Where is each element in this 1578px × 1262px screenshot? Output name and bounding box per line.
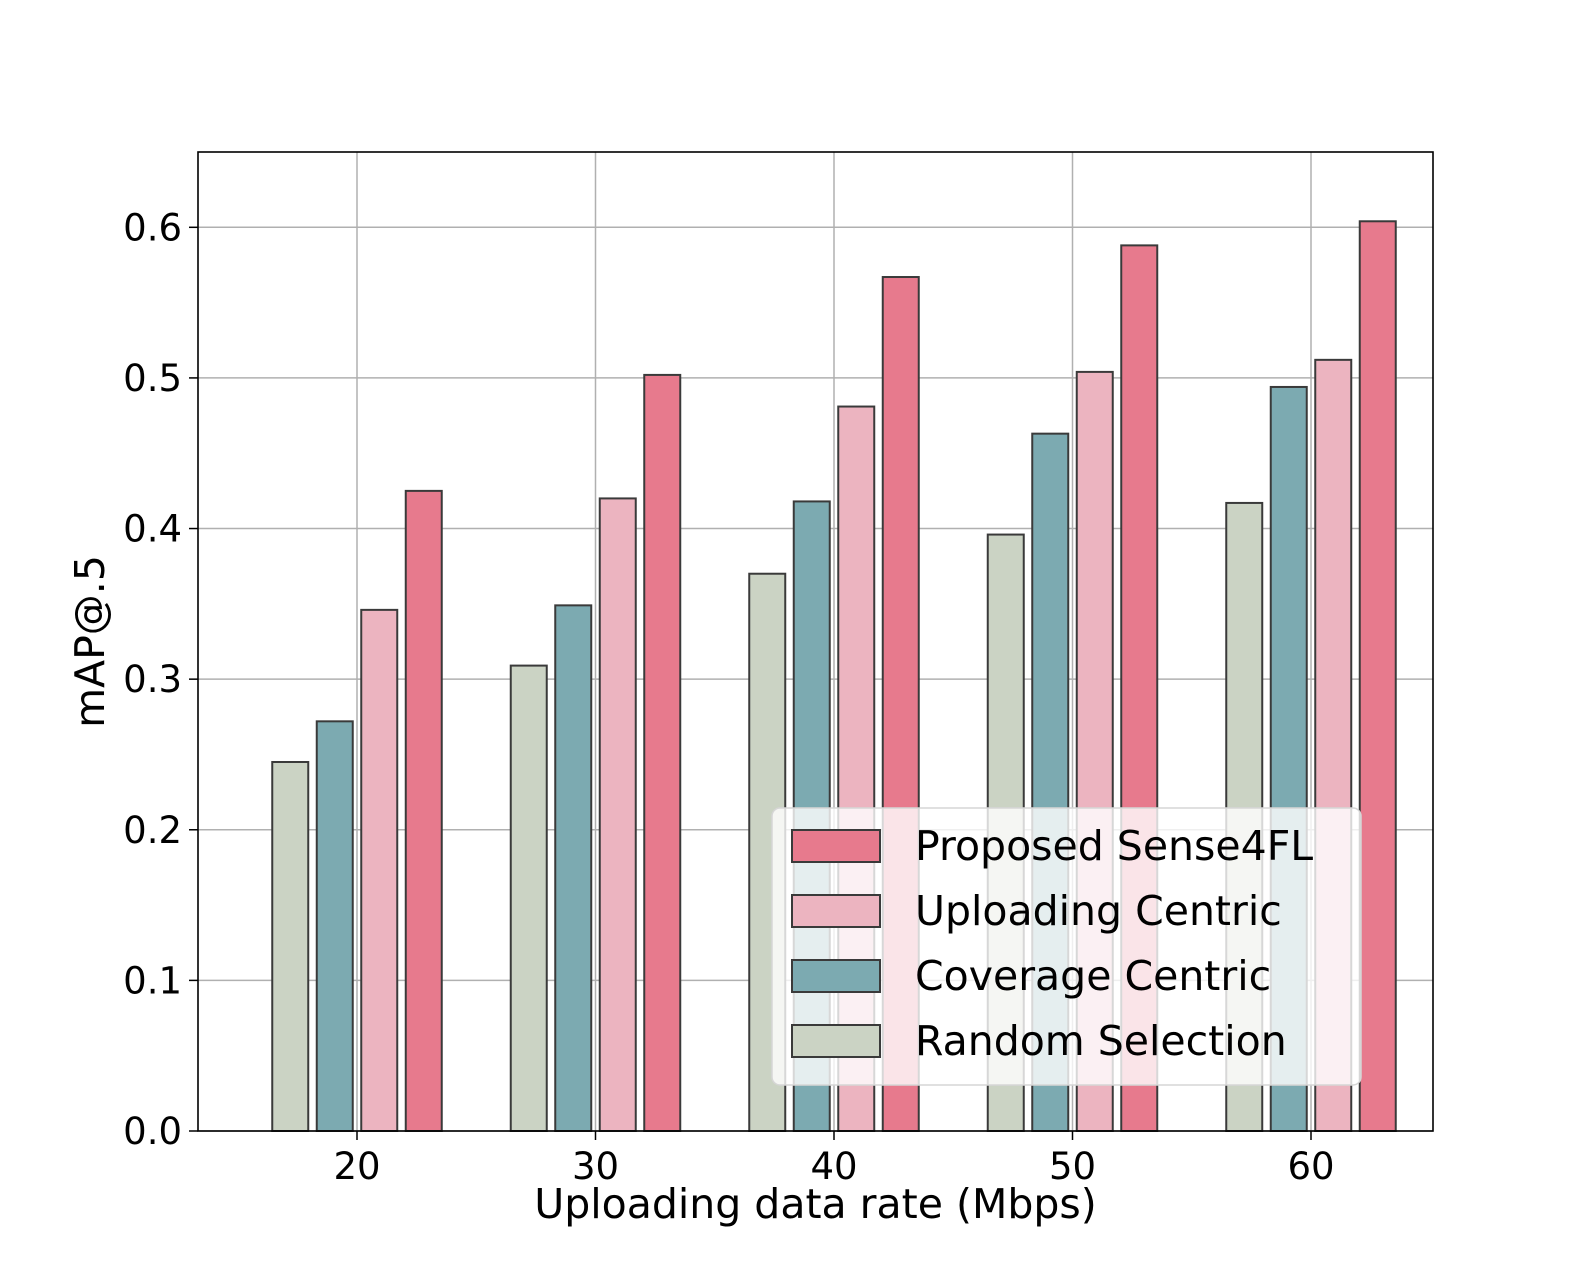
bar-uploading-centric-20 [360,608,399,1132]
bar-uploading-centric-30 [598,497,637,1132]
bar-proposed-sense4fl-30 [643,373,682,1132]
y-tick-label: 0.3 [123,658,182,701]
y-tick-label: 0.5 [123,357,182,400]
plot-frame [197,151,1434,1132]
legend: Proposed Sense4FL Uploading Centric Covera… [771,807,1362,1086]
axis-ticks: 0.0 0.1 0.2 0.3 0.4 0.5 0.6 20 30 40 50 60 [123,206,1334,1188]
y-axis-label: mAP@.5 [66,555,114,728]
x-tick-label: 40 [810,1145,857,1188]
legend-label: Proposed Sense4FL [915,822,1313,870]
y-tick-label: 0.6 [123,206,182,249]
legend-box [771,807,1362,1086]
legend-swatch [791,959,881,993]
bar-coverage-centric-20 [315,720,354,1133]
x-tick-label: 60 [1287,1145,1334,1188]
legend-label: Random Selection [915,1017,1287,1065]
legend-label: Uploading Centric [915,887,1282,935]
x-tick-label: 30 [572,1145,619,1188]
bar-coverage-centric-30 [554,604,593,1132]
bar-proposed-sense4fl-60 [1358,220,1397,1132]
bar-proposed-sense4fl-20 [404,489,443,1132]
x-tick-label: 50 [1049,1145,1096,1188]
legend-swatch [791,894,881,928]
legend-label: Coverage Centric [915,952,1271,1000]
bar-random-selection-20 [271,760,310,1132]
y-tick-label: 0.4 [123,508,182,551]
legend-swatch [791,829,881,863]
x-axis-label: Uploading data rate (Mbps) [534,1180,1097,1228]
x-tick-label: 20 [333,1145,380,1188]
legend-swatch [791,1024,881,1058]
bar-random-selection-30 [509,664,548,1132]
y-tick-label: 0.2 [123,809,182,852]
y-tick-label: 0.1 [123,959,182,1002]
y-tick-label: 0.0 [123,1110,182,1153]
